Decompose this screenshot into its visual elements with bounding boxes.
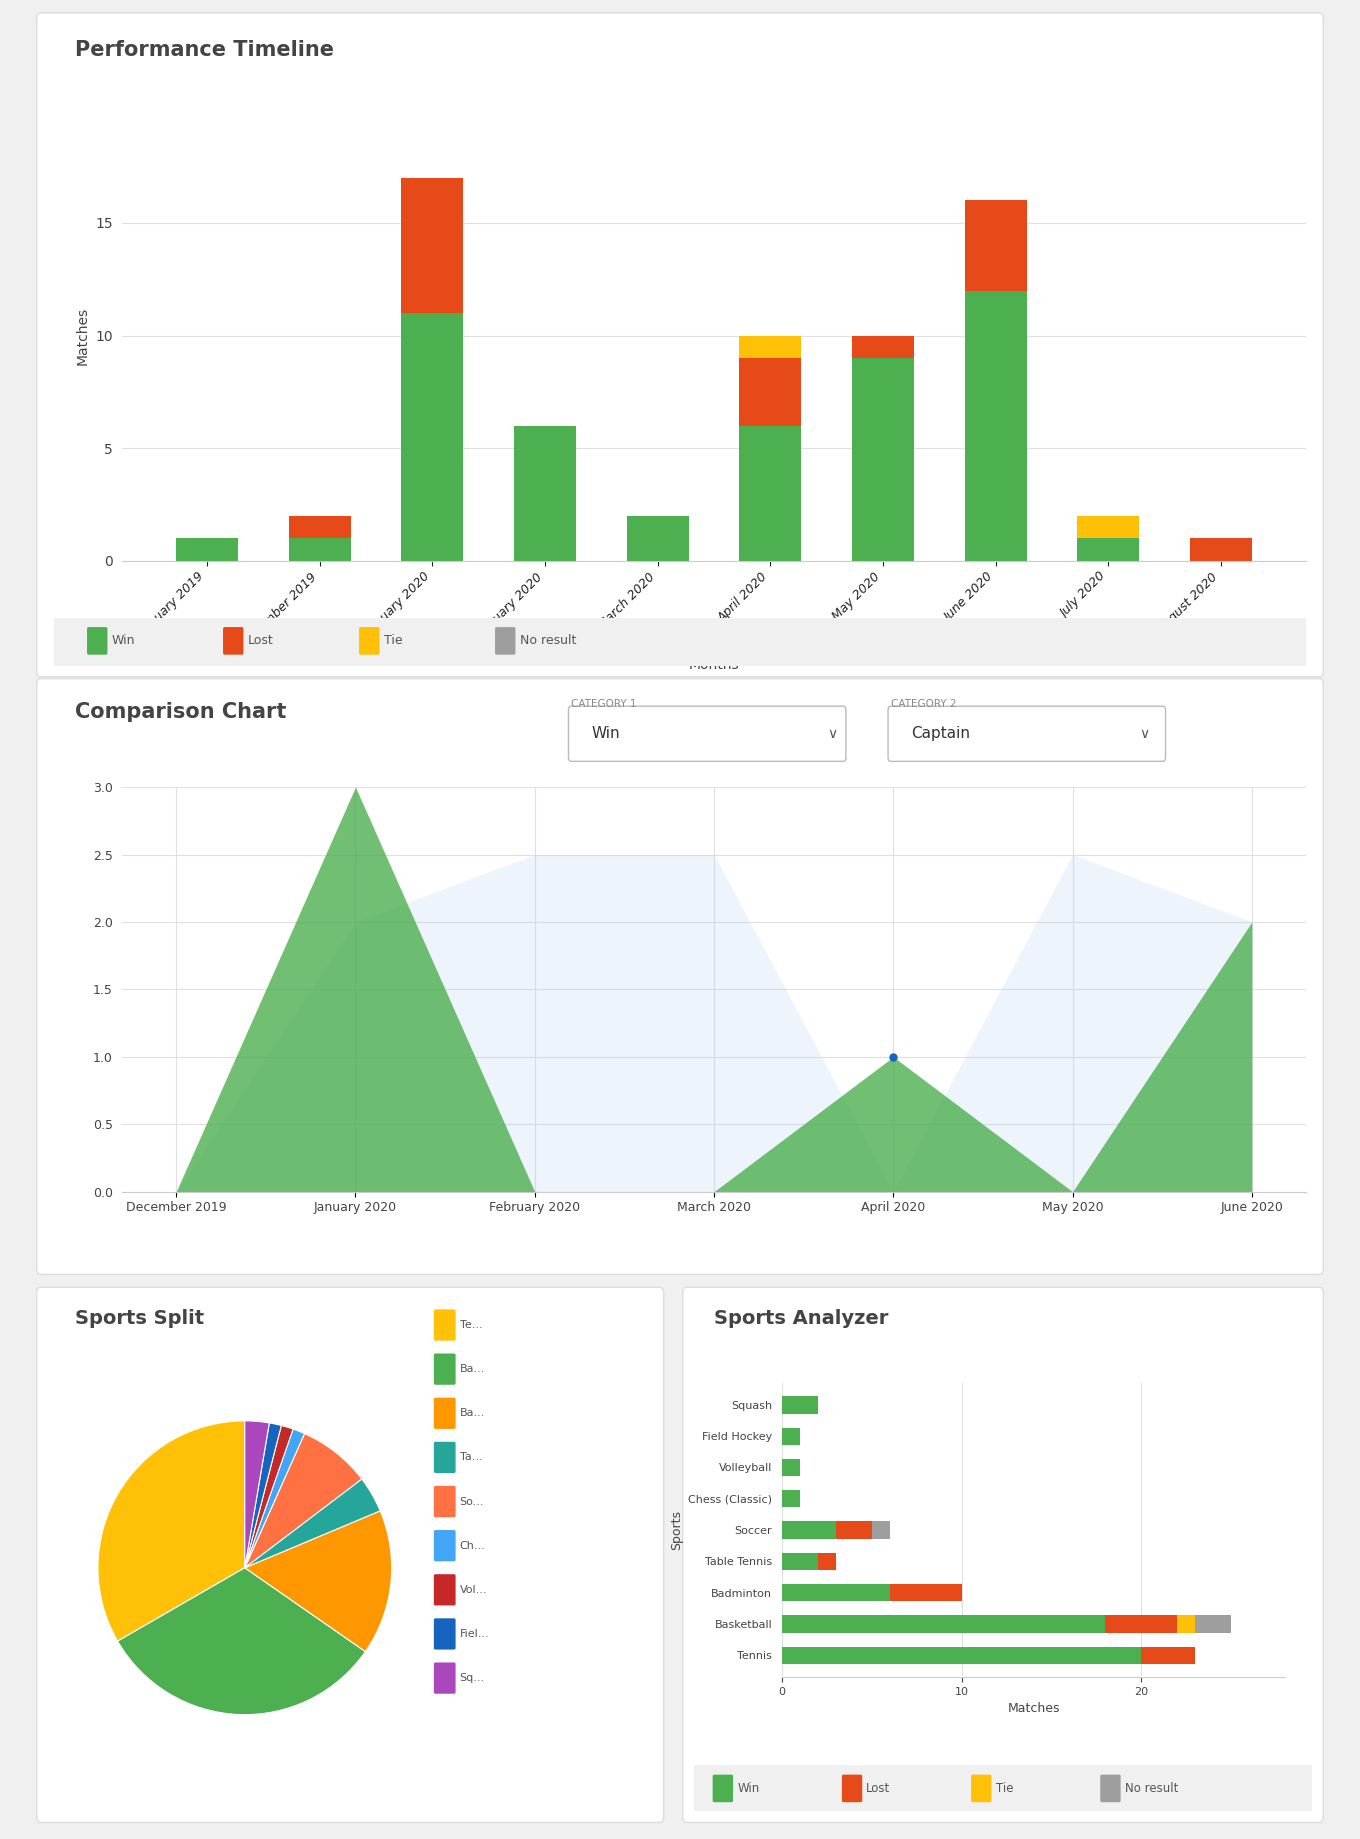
Bar	[1106, 1615, 1178, 1633]
Text: Tie: Tie	[996, 1782, 1013, 1795]
Bar	[1190, 539, 1251, 561]
Wedge shape	[245, 1423, 282, 1567]
Bar	[782, 1646, 1141, 1664]
Text: Captain: Captain	[911, 726, 970, 741]
Bar	[782, 1615, 1106, 1633]
Bar	[1195, 1615, 1231, 1633]
Wedge shape	[245, 1512, 392, 1651]
X-axis label: Matches: Matches	[1008, 1703, 1059, 1716]
Y-axis label: Matches: Matches	[76, 307, 90, 364]
Text: Te...: Te...	[460, 1320, 483, 1330]
Text: Comparison Chart: Comparison Chart	[75, 702, 286, 723]
Bar	[1077, 517, 1140, 539]
Bar	[782, 1458, 800, 1477]
Wedge shape	[245, 1422, 269, 1567]
Bar	[1141, 1646, 1195, 1664]
Text: Tie: Tie	[384, 634, 403, 647]
Bar	[872, 1521, 889, 1539]
Bar	[740, 427, 801, 561]
Bar	[782, 1490, 800, 1508]
Text: Win: Win	[592, 726, 620, 741]
X-axis label: Months: Months	[688, 658, 740, 671]
Bar	[889, 1583, 962, 1602]
Bar	[401, 178, 464, 313]
Text: No result: No result	[520, 634, 575, 647]
Bar	[782, 1521, 836, 1539]
Wedge shape	[117, 1567, 366, 1714]
Text: Lost: Lost	[248, 634, 273, 647]
Wedge shape	[98, 1422, 245, 1640]
Text: Sq...: Sq...	[460, 1673, 484, 1683]
Text: Ba...: Ba...	[460, 1365, 486, 1374]
Bar	[782, 1427, 800, 1445]
Bar	[1178, 1615, 1195, 1633]
Text: CATEGORY 1: CATEGORY 1	[571, 699, 636, 708]
Text: Fiel...: Fiel...	[460, 1629, 490, 1639]
Text: Win: Win	[112, 634, 135, 647]
Bar	[964, 200, 1027, 291]
Text: Performance Timeline: Performance Timeline	[75, 40, 333, 61]
Bar	[851, 337, 914, 359]
Y-axis label: Sports: Sports	[669, 1510, 683, 1550]
Bar	[627, 517, 688, 561]
Wedge shape	[245, 1434, 362, 1567]
Bar	[740, 359, 801, 427]
Text: Sports Split: Sports Split	[75, 1309, 204, 1328]
Bar	[964, 291, 1027, 561]
Text: So...: So...	[460, 1497, 484, 1506]
Bar	[740, 337, 801, 359]
Text: Lost: Lost	[866, 1782, 891, 1795]
Text: No result: No result	[1125, 1782, 1178, 1795]
Bar	[851, 359, 914, 561]
Bar	[288, 517, 351, 539]
Text: Sports Analyzer: Sports Analyzer	[714, 1309, 888, 1328]
Bar	[782, 1396, 817, 1414]
Bar	[1077, 539, 1140, 561]
Bar	[177, 539, 238, 561]
Bar	[782, 1552, 817, 1571]
Text: Win: Win	[737, 1782, 759, 1795]
Text: Ch...: Ch...	[460, 1541, 486, 1550]
Wedge shape	[245, 1425, 294, 1567]
Text: Vol...: Vol...	[460, 1585, 487, 1594]
Wedge shape	[245, 1479, 381, 1567]
Bar	[514, 427, 577, 561]
Bar	[288, 539, 351, 561]
Text: Ba...: Ba...	[460, 1409, 486, 1418]
Bar	[836, 1521, 872, 1539]
Text: Ta...: Ta...	[460, 1453, 483, 1462]
Bar	[401, 313, 464, 561]
Bar	[817, 1552, 836, 1571]
Text: CATEGORY 2: CATEGORY 2	[891, 699, 956, 708]
Wedge shape	[245, 1429, 305, 1567]
Bar	[782, 1583, 889, 1602]
Text: ∨: ∨	[1140, 726, 1149, 741]
Text: ∨: ∨	[827, 726, 836, 741]
